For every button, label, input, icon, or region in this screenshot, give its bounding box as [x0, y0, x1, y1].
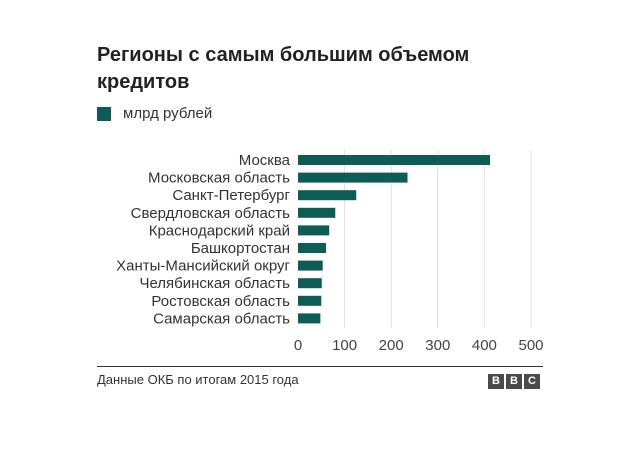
- bar: [298, 155, 490, 165]
- bar: [298, 295, 322, 306]
- category-label: Башкортостан: [191, 240, 290, 257]
- bar: [298, 190, 357, 201]
- category-label: Челябинская область: [139, 275, 290, 292]
- x-tick-label: 300: [425, 337, 450, 354]
- category-label: Санкт-Петербург: [172, 187, 290, 204]
- x-tick-label: 0: [294, 337, 302, 354]
- legend-label: млрд рублей: [123, 105, 213, 122]
- bbc-logo-letter: B: [506, 374, 522, 389]
- bar: [298, 278, 322, 289]
- source-note: Данные ОКБ по итогам 2015 года: [97, 372, 299, 387]
- category-label: Ростовская область: [151, 293, 290, 310]
- x-tick-label: 200: [379, 337, 404, 354]
- x-tick-label: 100: [332, 337, 357, 354]
- legend-swatch: [97, 106, 111, 121]
- category-label: Москва: [239, 152, 291, 169]
- x-tick-label: 400: [472, 337, 497, 354]
- footer-divider: [97, 366, 543, 367]
- legend: млрд рублей: [97, 105, 212, 122]
- bar: [298, 207, 336, 218]
- x-axis-ticks: 0 100 200 300 400 500: [294, 337, 544, 354]
- chart-title: Регионы с самым большим объемом кредитов: [97, 44, 470, 93]
- bar: [298, 260, 323, 271]
- x-tick-label: 500: [518, 337, 543, 354]
- category-label: Самарская область: [153, 310, 290, 327]
- bar: [298, 243, 326, 253]
- bbc-logo: B B C: [488, 374, 540, 389]
- category-label: Краснодарский край: [149, 222, 290, 239]
- category-label: Ханты-Мансийский округ: [116, 258, 290, 275]
- bars: [298, 155, 490, 324]
- category-label: Московская область: [148, 170, 290, 187]
- bbc-logo-letter: B: [488, 374, 504, 389]
- bbc-logo-letter: C: [524, 374, 540, 389]
- bar: [298, 172, 408, 183]
- bar: [298, 313, 321, 324]
- category-label: Свердловская область: [131, 205, 291, 222]
- bar: [298, 225, 330, 236]
